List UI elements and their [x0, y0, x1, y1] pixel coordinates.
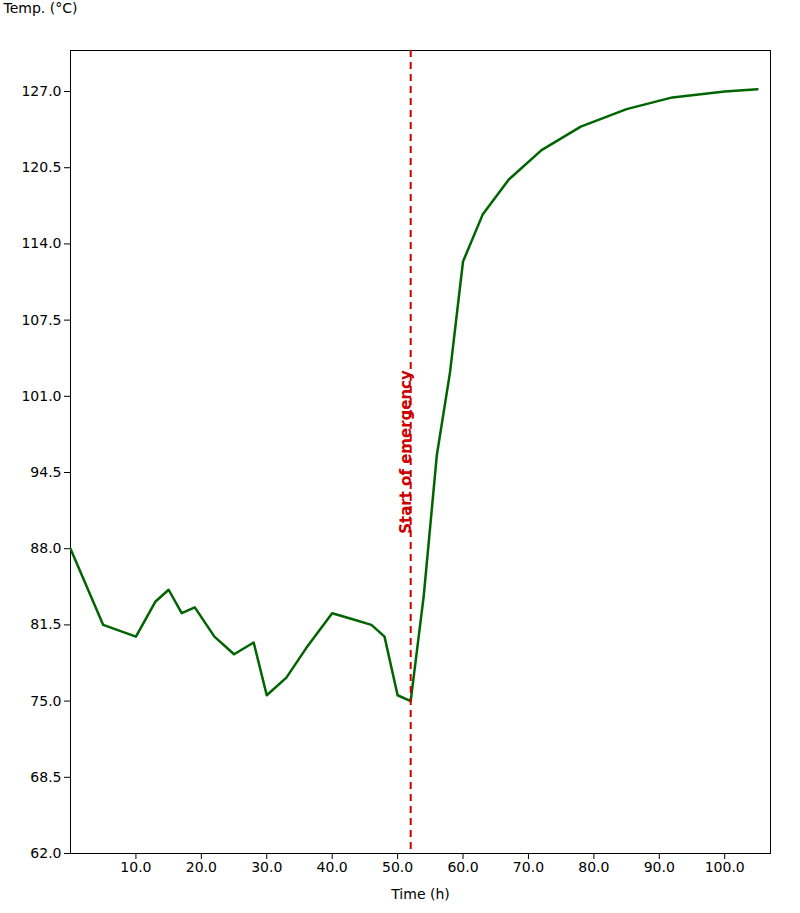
- svg-text:75.0: 75.0: [30, 693, 61, 709]
- svg-text:80.0: 80.0: [578, 859, 609, 875]
- svg-text:94.5: 94.5: [30, 464, 61, 480]
- svg-text:101.0: 101.0: [21, 388, 61, 404]
- svg-text:70.0: 70.0: [513, 859, 544, 875]
- svg-text:127.0: 127.0: [21, 83, 61, 99]
- svg-text:50.0: 50.0: [382, 859, 413, 875]
- svg-text:100.0: 100.0: [705, 859, 745, 875]
- svg-text:10.0: 10.0: [120, 859, 151, 875]
- svg-text:62.0: 62.0: [30, 845, 61, 861]
- svg-text:Start of emergency: Start of emergency: [397, 370, 415, 534]
- svg-text:107.5: 107.5: [21, 312, 61, 328]
- svg-text:40.0: 40.0: [317, 859, 348, 875]
- svg-text:81.5: 81.5: [30, 616, 61, 632]
- svg-text:88.0: 88.0: [30, 540, 61, 556]
- svg-text:114.0: 114.0: [21, 235, 61, 251]
- svg-text:120.5: 120.5: [21, 159, 61, 175]
- svg-text:Time (h): Time (h): [390, 886, 450, 902]
- svg-text:68.5: 68.5: [30, 769, 61, 785]
- svg-text:90.0: 90.0: [644, 859, 675, 875]
- svg-text:60.0: 60.0: [447, 859, 478, 875]
- svg-text:30.0: 30.0: [251, 859, 282, 875]
- svg-text:Temp. (°C): Temp. (°C): [3, 0, 78, 16]
- svg-text:20.0: 20.0: [186, 859, 217, 875]
